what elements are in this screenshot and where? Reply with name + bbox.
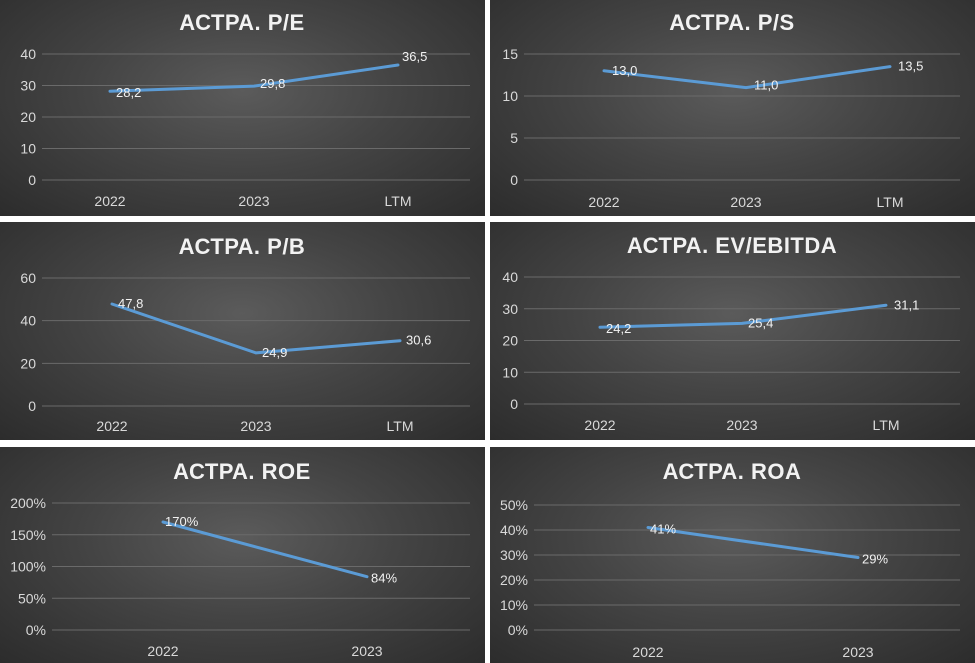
chart-panel-roa: АСТРА. ROA 0% 10% 20% 30% 40% 50% 2022 2023 41% 29…	[490, 447, 975, 663]
y-tick-label: 10	[20, 141, 36, 157]
y-tick-label: 40	[20, 313, 36, 329]
data-label: 84%	[371, 571, 397, 586]
chart-title: АСТРА. P/S	[669, 10, 794, 35]
y-tick-label: 0	[510, 396, 518, 412]
y-tick-label: 30%	[500, 547, 528, 563]
y-tick-label: 20	[20, 355, 36, 371]
series-line	[602, 65, 892, 90]
data-label: 25,4	[748, 315, 773, 330]
x-tick-label: 2022	[94, 193, 125, 209]
y-tick-label: 0	[510, 172, 518, 188]
x-tick-label: 2023	[842, 644, 873, 660]
data-label: 13,0	[612, 63, 637, 78]
y-tick-label: 0%	[26, 622, 46, 638]
y-tick-label: 0%	[508, 622, 528, 638]
y-tick-label: 30	[502, 301, 518, 317]
y-tick-label: 10	[502, 364, 518, 380]
chart-pb: АСТРА. P/B 0 20 40 60 2022 2023 LTM 47,8 24,9 30,6	[20, 234, 470, 434]
chart-panel-pe: АСТРА. P/E 0 10 20 30 40 2022 2023 LTM 28,2 29,8 36…	[0, 0, 485, 216]
series-line	[598, 303, 888, 329]
x-tick-label: 2022	[588, 194, 619, 210]
x-tick-label: 2023	[238, 193, 269, 209]
y-tick-label: 10	[502, 88, 518, 104]
y-tick-label: 30	[20, 78, 36, 94]
x-tick-label: 2023	[240, 418, 271, 434]
y-tick-label: 40%	[500, 522, 528, 538]
y-tick-label: 20	[20, 109, 36, 125]
y-tick-label: 150%	[10, 527, 46, 543]
y-tick-label: 0	[28, 398, 36, 414]
chart-ev-ebitda: АСТРА. EV/EBITDA 0 10 20 30 40 2022 2023 LTM 24,2…	[502, 233, 960, 433]
series-line	[108, 63, 400, 93]
x-tick-label: LTM	[877, 194, 904, 210]
chart-title: АСТРА. P/B	[179, 234, 306, 259]
series-line	[161, 520, 369, 579]
data-label: 36,5	[402, 49, 427, 64]
chart-title: АСТРА. ROA	[663, 459, 802, 484]
chart-ps: АСТРА. P/S 0 5 10 15 2022 2023 LTM 13,0 11,0 13,5	[502, 10, 960, 210]
y-tick-label: 40	[502, 269, 518, 285]
data-label: 170%	[165, 514, 199, 529]
y-tick-label: 20	[502, 333, 518, 349]
x-tick-label: 2023	[351, 643, 382, 659]
data-label: 28,2	[116, 85, 141, 100]
series-line	[646, 526, 860, 559]
y-tick-label: 0	[28, 172, 36, 188]
chart-pe: АСТРА. P/E 0 10 20 30 40 2022 2023 LTM 28,2 29,8 36…	[20, 10, 470, 209]
chart-title: АСТРА. P/E	[179, 10, 304, 35]
y-tick-label: 100%	[10, 559, 46, 575]
data-label: 30,6	[406, 333, 431, 348]
x-tick-label: LTM	[873, 417, 900, 433]
y-tick-label: 5	[510, 130, 518, 146]
y-tick-label: 50%	[18, 590, 46, 606]
chart-roe: АСТРА. ROE 0% 50% 100% 150% 200% 2022 2023 170% 8…	[10, 459, 470, 659]
data-label: 41%	[650, 522, 676, 537]
x-tick-label: LTM	[387, 418, 414, 434]
data-label: 24,2	[606, 321, 631, 336]
chart-roa: АСТРА. ROA 0% 10% 20% 30% 40% 50% 2022 2023 41% 29…	[500, 459, 960, 660]
y-tick-label: 40	[20, 46, 36, 62]
chart-panel-ev-ebitda: АСТРА. EV/EBITDA 0 10 20 30 40 2022 2023 LTM 24,2…	[490, 222, 975, 440]
y-tick-label: 10%	[500, 597, 528, 613]
x-tick-label: 2023	[730, 194, 761, 210]
y-tick-label: 20%	[500, 572, 528, 588]
y-tick-label: 200%	[10, 495, 46, 511]
chart-title: АСТРА. EV/EBITDA	[627, 233, 837, 258]
data-label: 13,5	[898, 59, 923, 74]
x-tick-label: 2022	[96, 418, 127, 434]
y-tick-label: 15	[502, 46, 518, 62]
x-tick-label: 2022	[147, 643, 178, 659]
data-label: 24,9	[262, 345, 287, 360]
data-label: 47,8	[118, 296, 143, 311]
data-label: 11,0	[754, 78, 778, 93]
chart-title: АСТРА. ROE	[173, 459, 311, 484]
x-tick-label: 2022	[584, 417, 615, 433]
x-tick-label: 2022	[632, 644, 663, 660]
series-line	[110, 302, 402, 355]
chart-panel-ps: АСТРА. P/S 0 5 10 15 2022 2023 LTM 13,0 11,0 13,5	[490, 0, 975, 216]
data-label: 29%	[862, 552, 888, 567]
data-label: 29,8	[260, 76, 285, 91]
y-tick-label: 60	[20, 270, 36, 286]
x-tick-label: 2023	[726, 417, 757, 433]
y-tick-label: 50%	[500, 497, 528, 513]
chart-panel-pb: АСТРА. P/B 0 20 40 60 2022 2023 LTM 47,8 24,9 30,6	[0, 222, 485, 440]
data-label: 31,1	[894, 297, 919, 312]
chart-panel-roe: АСТРА. ROE 0% 50% 100% 150% 200% 2022 2023 170% 8…	[0, 447, 485, 663]
x-tick-label: LTM	[385, 193, 412, 209]
